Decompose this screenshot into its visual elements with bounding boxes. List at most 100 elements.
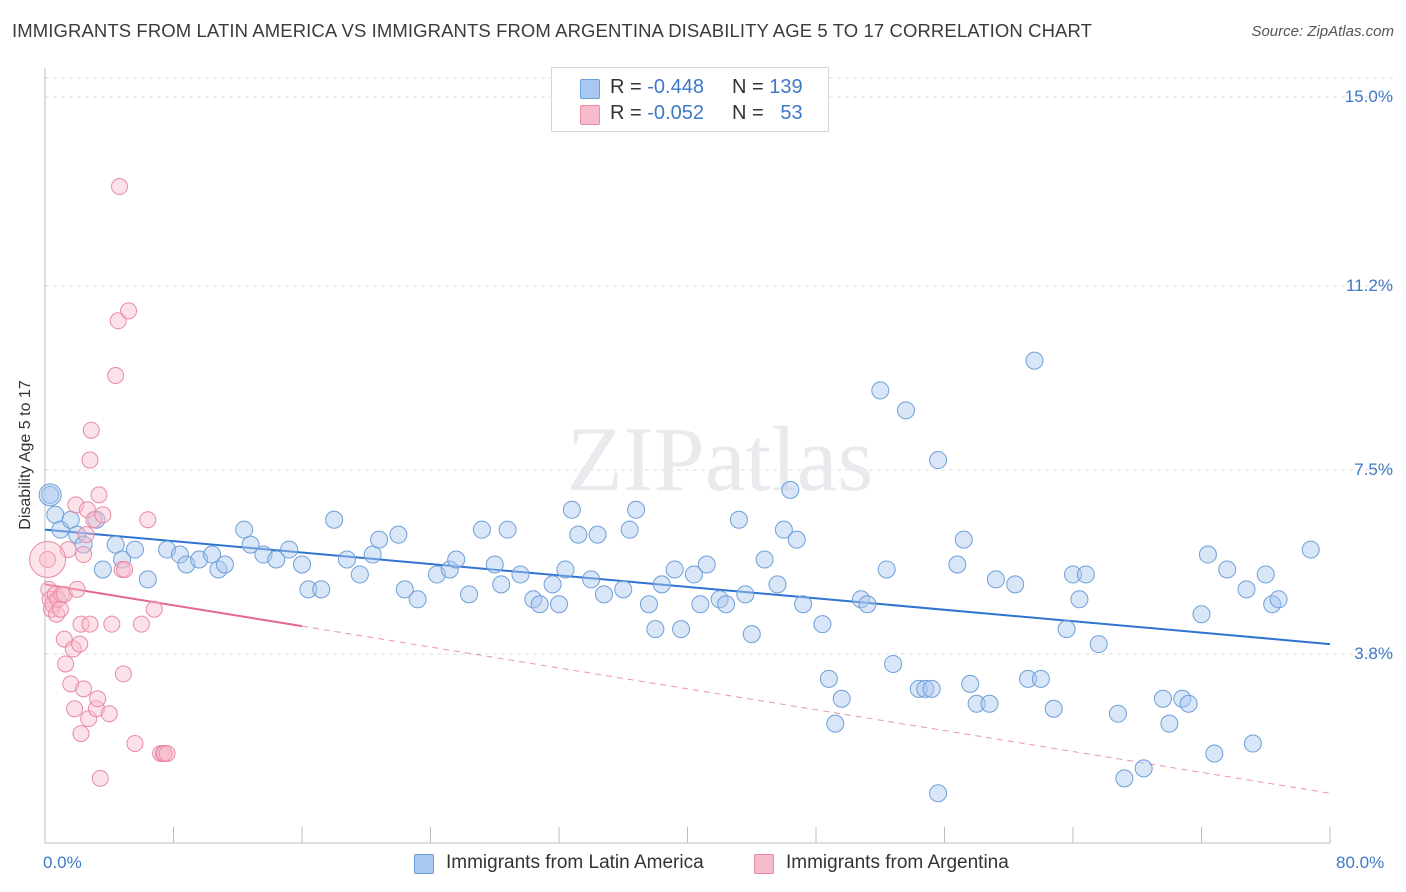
point-latin-america bbox=[948, 555, 967, 574]
point-argentina bbox=[116, 560, 134, 578]
point-latin-america bbox=[293, 555, 311, 574]
point-argentina bbox=[100, 705, 118, 723]
x-tick-label-min: 0.0% bbox=[43, 853, 82, 872]
point-latin-america bbox=[1243, 734, 1262, 753]
point-latin-america bbox=[884, 654, 903, 673]
point-latin-america bbox=[620, 520, 639, 539]
y-tick-label: 3.8% bbox=[1354, 644, 1393, 663]
legend-swatch-latin-america bbox=[580, 79, 600, 99]
point-argentina bbox=[68, 580, 86, 598]
legend-r-label: R = -0.448 bbox=[610, 76, 704, 98]
point-latin-america bbox=[485, 555, 504, 574]
point-latin-america bbox=[614, 580, 633, 599]
point-argentina bbox=[66, 700, 84, 718]
point-latin-america bbox=[594, 585, 613, 604]
point-argentina bbox=[103, 615, 121, 633]
point-latin-america bbox=[916, 679, 935, 698]
point-latin-america bbox=[1179, 694, 1198, 713]
legend-n-value: 53 bbox=[780, 102, 803, 124]
point-argentina bbox=[71, 635, 89, 653]
trendline-argentina-dashed bbox=[301, 625, 1331, 794]
bottom-legend-swatch-argentina bbox=[754, 854, 774, 874]
x-tick-label-max: 80.0% bbox=[1336, 853, 1385, 872]
point-latin-america bbox=[370, 530, 389, 549]
point-argentina bbox=[72, 725, 90, 743]
point-latin-america bbox=[408, 590, 427, 609]
point-argentina bbox=[90, 486, 108, 504]
point-latin-america bbox=[819, 669, 838, 688]
legend-swatch-argentina bbox=[580, 105, 600, 125]
point-latin-america bbox=[389, 525, 408, 544]
point-latin-america bbox=[1160, 714, 1179, 733]
point-latin-america bbox=[954, 530, 973, 549]
point-latin-america bbox=[717, 595, 736, 614]
point-latin-america bbox=[1019, 669, 1038, 688]
point-latin-america bbox=[755, 550, 774, 569]
point-latin-america bbox=[729, 510, 748, 529]
point-latin-america bbox=[929, 451, 948, 470]
point-latin-america bbox=[543, 575, 562, 594]
point-argentina bbox=[145, 600, 163, 618]
point-latin-america bbox=[460, 585, 479, 604]
point-latin-america-large bbox=[38, 483, 62, 507]
point-argentina bbox=[72, 615, 90, 633]
point-argentina bbox=[89, 690, 107, 708]
point-latin-america bbox=[672, 620, 691, 639]
point-latin-america bbox=[235, 520, 254, 539]
point-latin-america bbox=[106, 535, 125, 554]
point-latin-america bbox=[967, 694, 986, 713]
point-latin-america bbox=[1237, 580, 1256, 599]
point-latin-america bbox=[929, 784, 948, 803]
point-latin-america bbox=[691, 595, 710, 614]
point-latin-america bbox=[1269, 590, 1288, 609]
data-points bbox=[29, 178, 1320, 803]
point-latin-america bbox=[492, 575, 511, 594]
point-argentina bbox=[77, 526, 95, 544]
point-argentina bbox=[158, 744, 176, 762]
point-latin-america bbox=[569, 525, 588, 544]
point-latin-america bbox=[582, 570, 601, 589]
source-label: Source: ZipAtlas.com bbox=[1251, 23, 1394, 40]
point-latin-america bbox=[742, 625, 761, 644]
point-latin-america bbox=[530, 595, 549, 614]
point-latin-america bbox=[639, 595, 658, 614]
point-latin-america bbox=[646, 620, 665, 639]
point-latin-america bbox=[312, 580, 331, 599]
point-latin-america bbox=[280, 540, 299, 559]
point-argentina bbox=[132, 615, 150, 633]
point-argentina bbox=[107, 367, 125, 385]
point-latin-america bbox=[1256, 565, 1275, 584]
y-tick-label: 11.2% bbox=[1346, 275, 1393, 295]
point-latin-america bbox=[170, 545, 189, 564]
trendlines bbox=[44, 528, 1331, 794]
legend-r-value: -0.052 bbox=[647, 102, 704, 124]
point-latin-america bbox=[215, 555, 234, 574]
point-latin-america bbox=[871, 381, 890, 400]
point-latin-america bbox=[684, 565, 703, 584]
point-argentina bbox=[62, 675, 80, 693]
point-latin-america bbox=[896, 401, 915, 420]
point-latin-america bbox=[1057, 620, 1076, 639]
point-latin-america bbox=[1044, 699, 1063, 718]
bottom-legend-swatch-latin-america bbox=[414, 854, 434, 874]
point-latin-america bbox=[1108, 704, 1127, 723]
point-latin-america bbox=[627, 500, 646, 519]
axes bbox=[44, 68, 1331, 844]
point-latin-america bbox=[1153, 689, 1172, 708]
point-argentina bbox=[139, 511, 157, 529]
point-argentina bbox=[126, 735, 144, 753]
point-argentina bbox=[57, 655, 75, 673]
point-latin-america bbox=[922, 679, 941, 698]
point-latin-america bbox=[877, 560, 896, 579]
point-latin-america bbox=[1089, 635, 1108, 654]
point-latin-america bbox=[68, 525, 87, 544]
point-latin-america bbox=[46, 505, 65, 524]
chart-title: IMMIGRANTS FROM LATIN AMERICA VS IMMIGRA… bbox=[12, 20, 1092, 41]
point-latin-america bbox=[665, 560, 684, 579]
point-latin-america bbox=[138, 570, 157, 589]
point-latin-america bbox=[1076, 565, 1095, 584]
legend-r-value: -0.448 bbox=[647, 76, 704, 98]
point-latin-america bbox=[125, 540, 144, 559]
point-latin-america bbox=[787, 530, 806, 549]
